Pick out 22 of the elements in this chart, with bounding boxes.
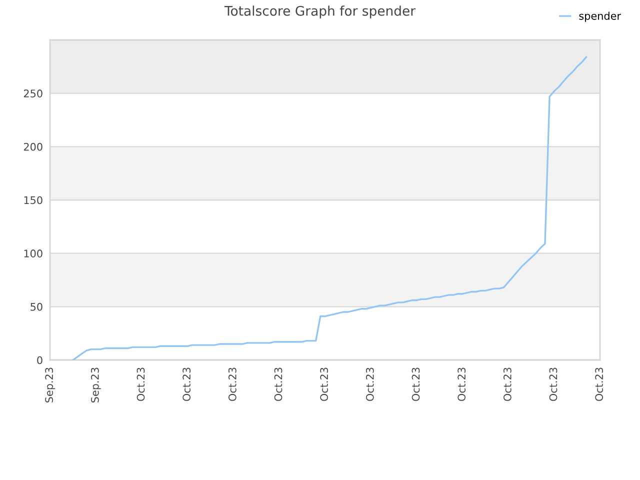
y-tick-label: 250 <box>24 90 42 98</box>
x-tick-label: Sep.23 <box>90 368 101 402</box>
line-series <box>72 56 588 360</box>
x-tick-label: Oct.23 <box>136 368 145 401</box>
x-tick-label: Oct.23 <box>595 368 604 401</box>
x-tick-label: Sep.23 <box>45 368 56 402</box>
x-tick-label: Oct.23 <box>274 368 282 401</box>
x-tick-label: Oct.23 <box>182 368 191 401</box>
x-tick-label: Oct.23 <box>228 368 236 401</box>
chart-title: Totalscore Graph for spender <box>224 6 416 18</box>
y-tick-label: 200 <box>24 142 42 151</box>
x-tick-label: Oct.23 <box>503 368 512 401</box>
y-tick-label: 100 <box>24 250 42 258</box>
x-tick-label: Oct.23 <box>458 368 466 401</box>
legend-label: spender <box>579 12 622 22</box>
y-tick-label: 50 <box>30 302 42 311</box>
x-tick-label: Oct.23 <box>412 368 420 401</box>
y-tick-label: 0 <box>37 356 42 364</box>
x-tick-label: Oct.23 <box>320 368 328 401</box>
x-tick-label: Oct.23 <box>366 368 374 401</box>
y-tick-label: 150 <box>24 196 42 204</box>
x-tick-label: Oct.23 <box>549 368 558 401</box>
